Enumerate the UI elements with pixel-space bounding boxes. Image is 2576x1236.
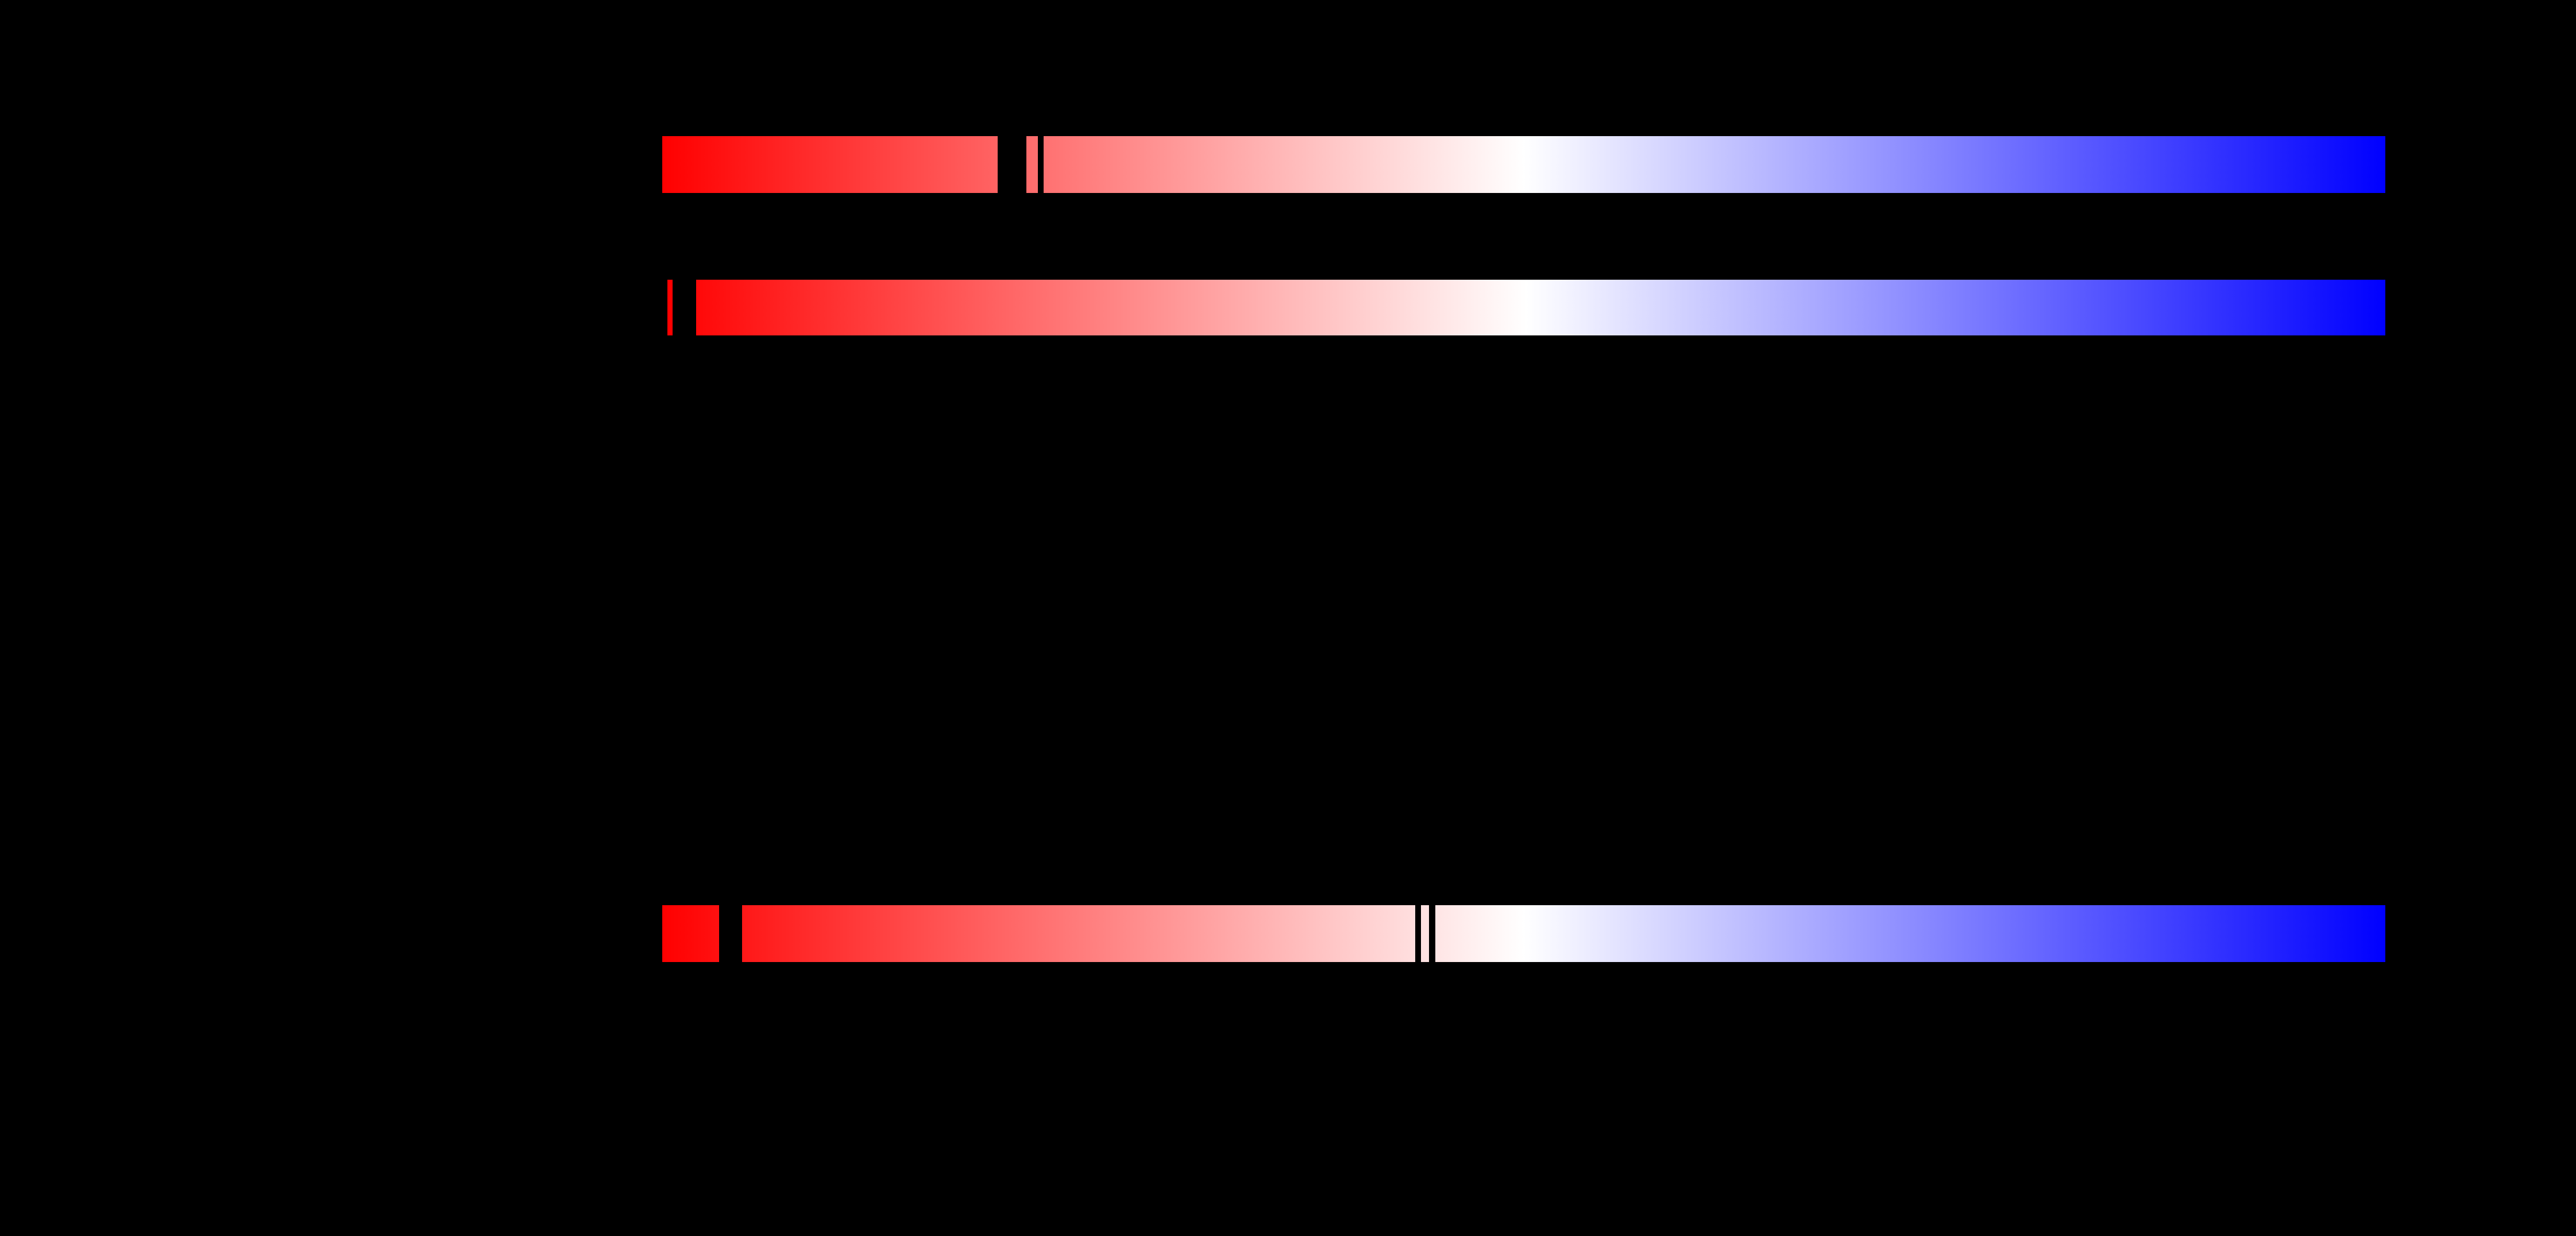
colorbar-2 [667, 280, 2385, 335]
colorbar-2-marker-thick [673, 280, 696, 335]
colorbar-1-marker-thick [998, 136, 1026, 193]
colorbar-1 [662, 136, 2385, 193]
colorbar-3-marker-thin [1429, 905, 1435, 962]
colorbar-3-marker-thick [719, 905, 742, 962]
colorbar-3 [662, 905, 2385, 962]
colorbar-1-marker-thin [1038, 136, 1044, 193]
colorbar-3-marker-thin [1415, 905, 1421, 962]
